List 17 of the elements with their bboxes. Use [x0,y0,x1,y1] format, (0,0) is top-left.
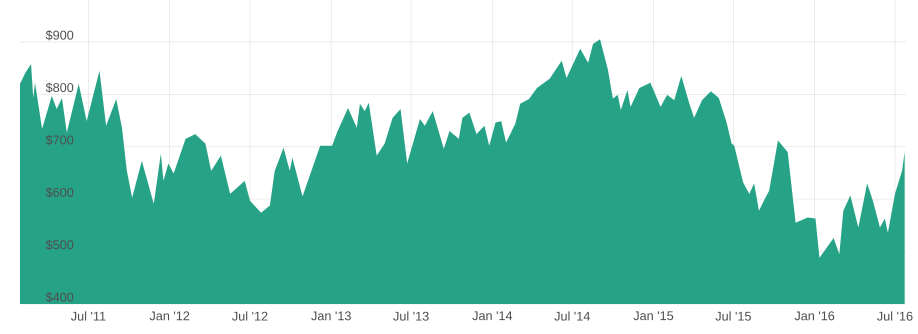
x-tick-label: Jul '13 [393,311,429,321]
x-tick-label: Jan '13 [311,311,351,320]
y-tick-label: $700 [46,134,74,146]
y-tick-label: $600 [46,187,74,198]
y-tick-label: $500 [46,240,74,250]
x-tick-label: Jul '16 [877,311,912,321]
x-tick-label: Jan '12 [150,311,190,320]
x-tick-label: Jul '11 [70,311,106,321]
y-tick-label: $800 [46,82,74,93]
x-tick-label: Jan '15 [633,311,674,320]
y-tick-label: $900 [46,30,74,40]
x-tick-label: Jul '14 [554,311,590,321]
x-tick-label: Jan '14 [472,311,512,320]
x-tick-label: Jul '15 [715,311,751,321]
y-tick-label: $400 [46,292,74,302]
x-tick-label: Jan '16 [794,311,834,320]
x-tick-label: Jul '12 [232,311,268,321]
